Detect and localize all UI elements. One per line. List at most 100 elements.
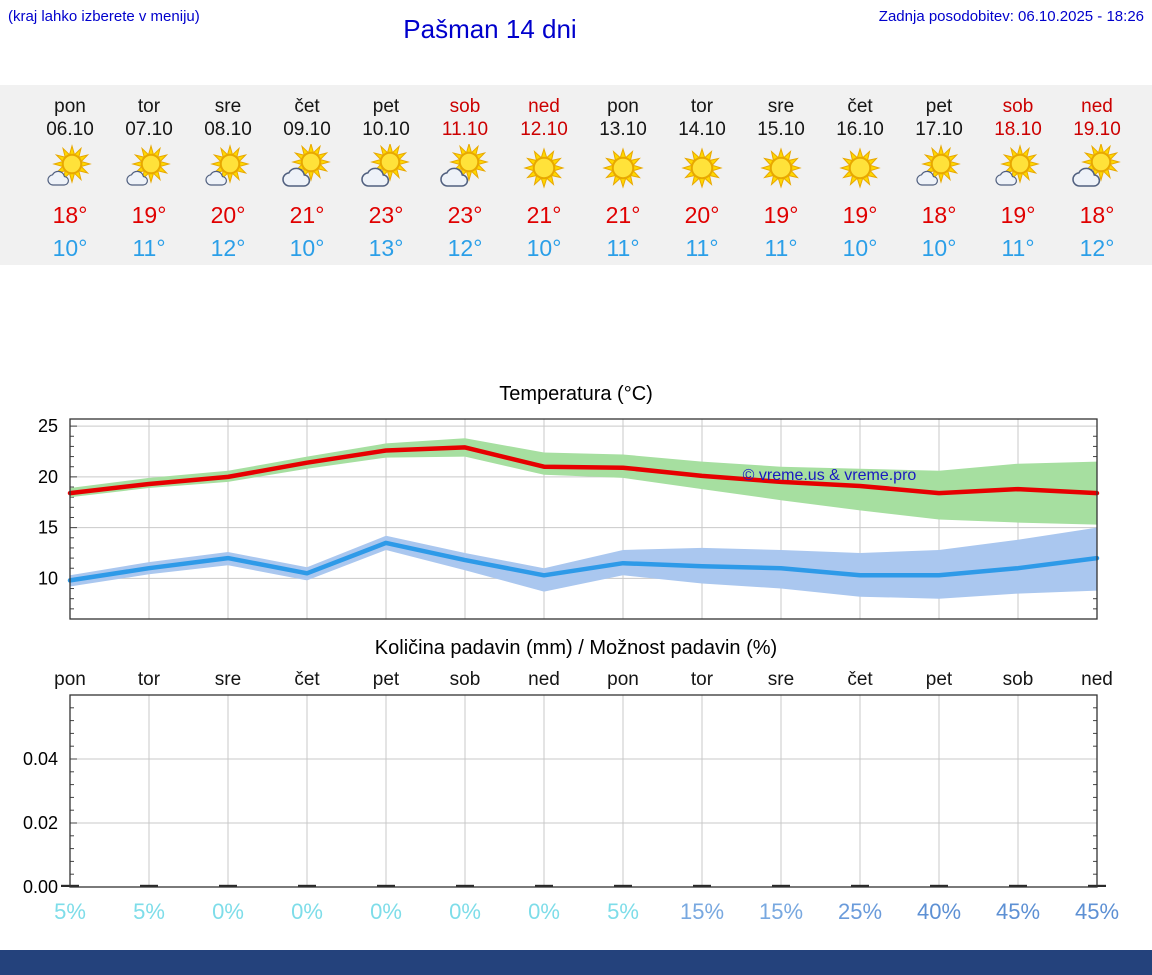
day-name: čet bbox=[847, 96, 873, 117]
precipitation-chart-title: Količina padavin (mm) / Možnost padavin … bbox=[374, 637, 778, 659]
forecast-day: tor 07.10 19° 11° bbox=[104, 95, 194, 262]
sun-icon bbox=[815, 144, 905, 194]
svg-text:0.02: 0.02 bbox=[23, 813, 58, 833]
day-date: 13.10 bbox=[599, 119, 647, 140]
sun-icon bbox=[657, 144, 747, 194]
high-temp: 20° bbox=[210, 202, 246, 228]
precip-probability: 0% bbox=[370, 899, 402, 924]
precip-day-label: pon bbox=[54, 669, 86, 690]
svg-text:25: 25 bbox=[38, 416, 58, 436]
precip-probability: 0% bbox=[449, 899, 481, 924]
precip-day-label: čet bbox=[294, 669, 320, 690]
precip-probability: 45% bbox=[995, 899, 1041, 924]
svg-text:© vreme.us & vreme.pro: © vreme.us & vreme.pro bbox=[743, 467, 917, 484]
low-temp: 10° bbox=[289, 235, 325, 261]
day-date: 08.10 bbox=[204, 119, 252, 140]
day-date: 15.10 bbox=[757, 119, 805, 140]
day-name: tor bbox=[690, 96, 714, 117]
low-temp: 12° bbox=[210, 235, 246, 261]
precip-probability: 45% bbox=[1074, 899, 1120, 924]
day-date: 16.10 bbox=[836, 119, 884, 140]
precip-day-label: pet bbox=[372, 669, 400, 690]
low-temp: 12° bbox=[1079, 235, 1115, 261]
day-name: ned bbox=[528, 96, 560, 117]
precip-day-label: ned bbox=[1081, 669, 1113, 690]
precip-day-label: čet bbox=[847, 669, 873, 690]
day-date: 07.10 bbox=[125, 119, 173, 140]
forecast-day: čet 09.10 21° 10° bbox=[262, 95, 352, 262]
sun-cloud-icon bbox=[1052, 144, 1142, 194]
low-temp: 10° bbox=[921, 235, 957, 261]
forecast-day: sob 18.10 19° 11° bbox=[973, 95, 1063, 262]
low-temp: 10° bbox=[52, 235, 88, 261]
low-temp: 10° bbox=[842, 235, 878, 261]
sun-icon bbox=[499, 144, 589, 194]
forecast-day: sob 11.10 23° 12° bbox=[420, 95, 510, 262]
page-title: Pašman 14 dni bbox=[403, 14, 577, 44]
high-temp: 19° bbox=[1000, 202, 1036, 228]
day-date: 14.10 bbox=[678, 119, 726, 140]
precipitation-section: Količina padavin (mm) / Možnost padavin … bbox=[0, 637, 1152, 931]
precip-day-label: tor bbox=[690, 669, 714, 690]
page-header: (kraj lahko izberete v meniju) Pašman 14… bbox=[0, 0, 1152, 85]
precip-probability: 15% bbox=[679, 899, 725, 924]
day-name: pet bbox=[372, 96, 400, 117]
precip-day-label: sre bbox=[214, 669, 242, 690]
precip-day-label: ned bbox=[528, 669, 560, 690]
low-temp: 11° bbox=[606, 235, 640, 261]
temperature-chart-title: Temperatura (°C) bbox=[499, 383, 653, 405]
high-temp: 21° bbox=[526, 202, 562, 228]
precip-day-label: sre bbox=[767, 669, 795, 690]
sun-small-cloud-icon bbox=[25, 144, 115, 194]
high-temp: 20° bbox=[684, 202, 720, 228]
precip-day-label: sob bbox=[449, 669, 481, 690]
day-name: pon bbox=[607, 96, 639, 117]
forecast-day: pet 10.10 23° 13° bbox=[341, 95, 431, 262]
day-date: 18.10 bbox=[994, 119, 1042, 140]
sun-small-cloud-icon bbox=[183, 144, 273, 194]
high-temp: 18° bbox=[52, 202, 88, 228]
location-menu-hint: (kraj lahko izberete v meniju) bbox=[8, 8, 200, 25]
forecast-day: tor 14.10 20° 11° bbox=[657, 95, 747, 262]
forecast-day: sre 08.10 20° 12° bbox=[183, 95, 273, 262]
sun-cloud-icon bbox=[420, 144, 510, 194]
sun-small-cloud-icon bbox=[973, 144, 1063, 194]
precip-probability: 40% bbox=[916, 899, 962, 924]
forecast-day: sre 15.10 19° 11° bbox=[736, 95, 826, 262]
precip-probability: 15% bbox=[758, 899, 804, 924]
precip-probability: 25% bbox=[837, 899, 883, 924]
precip-probability: 5% bbox=[607, 899, 639, 924]
day-name: sob bbox=[449, 96, 481, 117]
day-name: ned bbox=[1081, 96, 1113, 117]
high-temp: 23° bbox=[447, 202, 483, 228]
day-date: 11.10 bbox=[441, 119, 489, 140]
day-name: sre bbox=[214, 96, 242, 117]
high-temp: 18° bbox=[921, 202, 957, 228]
sun-icon bbox=[736, 144, 826, 194]
day-name: tor bbox=[137, 96, 161, 117]
forecast-day: pon 13.10 21° 11° bbox=[578, 95, 668, 262]
precip-probability: 0% bbox=[212, 899, 244, 924]
sun-icon bbox=[578, 144, 668, 194]
low-temp: 10° bbox=[526, 235, 562, 261]
precip-probability: 5% bbox=[54, 899, 86, 924]
sun-cloud-icon bbox=[341, 144, 431, 194]
low-temp: 12° bbox=[447, 235, 483, 261]
temperature-section: Temperatura (°C) 10 15 20 25 © vreme.us & vr… bbox=[0, 383, 1152, 627]
svg-text:20: 20 bbox=[38, 467, 58, 487]
forecast-strip: pon 06.10 18° 10° tor 07.10 19° 11° sre 08.10 2… bbox=[0, 85, 1152, 265]
high-temp: 19° bbox=[131, 202, 167, 228]
forecast-day: ned 12.10 21° 10° bbox=[499, 95, 589, 262]
forecast-day: čet 16.10 19° 10° bbox=[815, 95, 905, 262]
forecast-day: pon 06.10 18° 10° bbox=[25, 95, 115, 262]
precip-day-label: pet bbox=[925, 669, 953, 690]
precip-probability-row: 5% 5% 0% 0% 0% 0% 0% 5% 15% 15% 25% 40% 45% 45% bbox=[0, 897, 1152, 931]
footer-bar bbox=[0, 950, 1152, 975]
low-temp: 11° bbox=[1001, 235, 1035, 261]
svg-text:15: 15 bbox=[38, 518, 58, 538]
sun-small-cloud-icon bbox=[894, 144, 984, 194]
low-temp: 11° bbox=[685, 235, 719, 261]
day-date: 19.10 bbox=[1073, 119, 1121, 140]
high-temp: 19° bbox=[763, 202, 799, 228]
svg-text:0.00: 0.00 bbox=[23, 877, 58, 893]
